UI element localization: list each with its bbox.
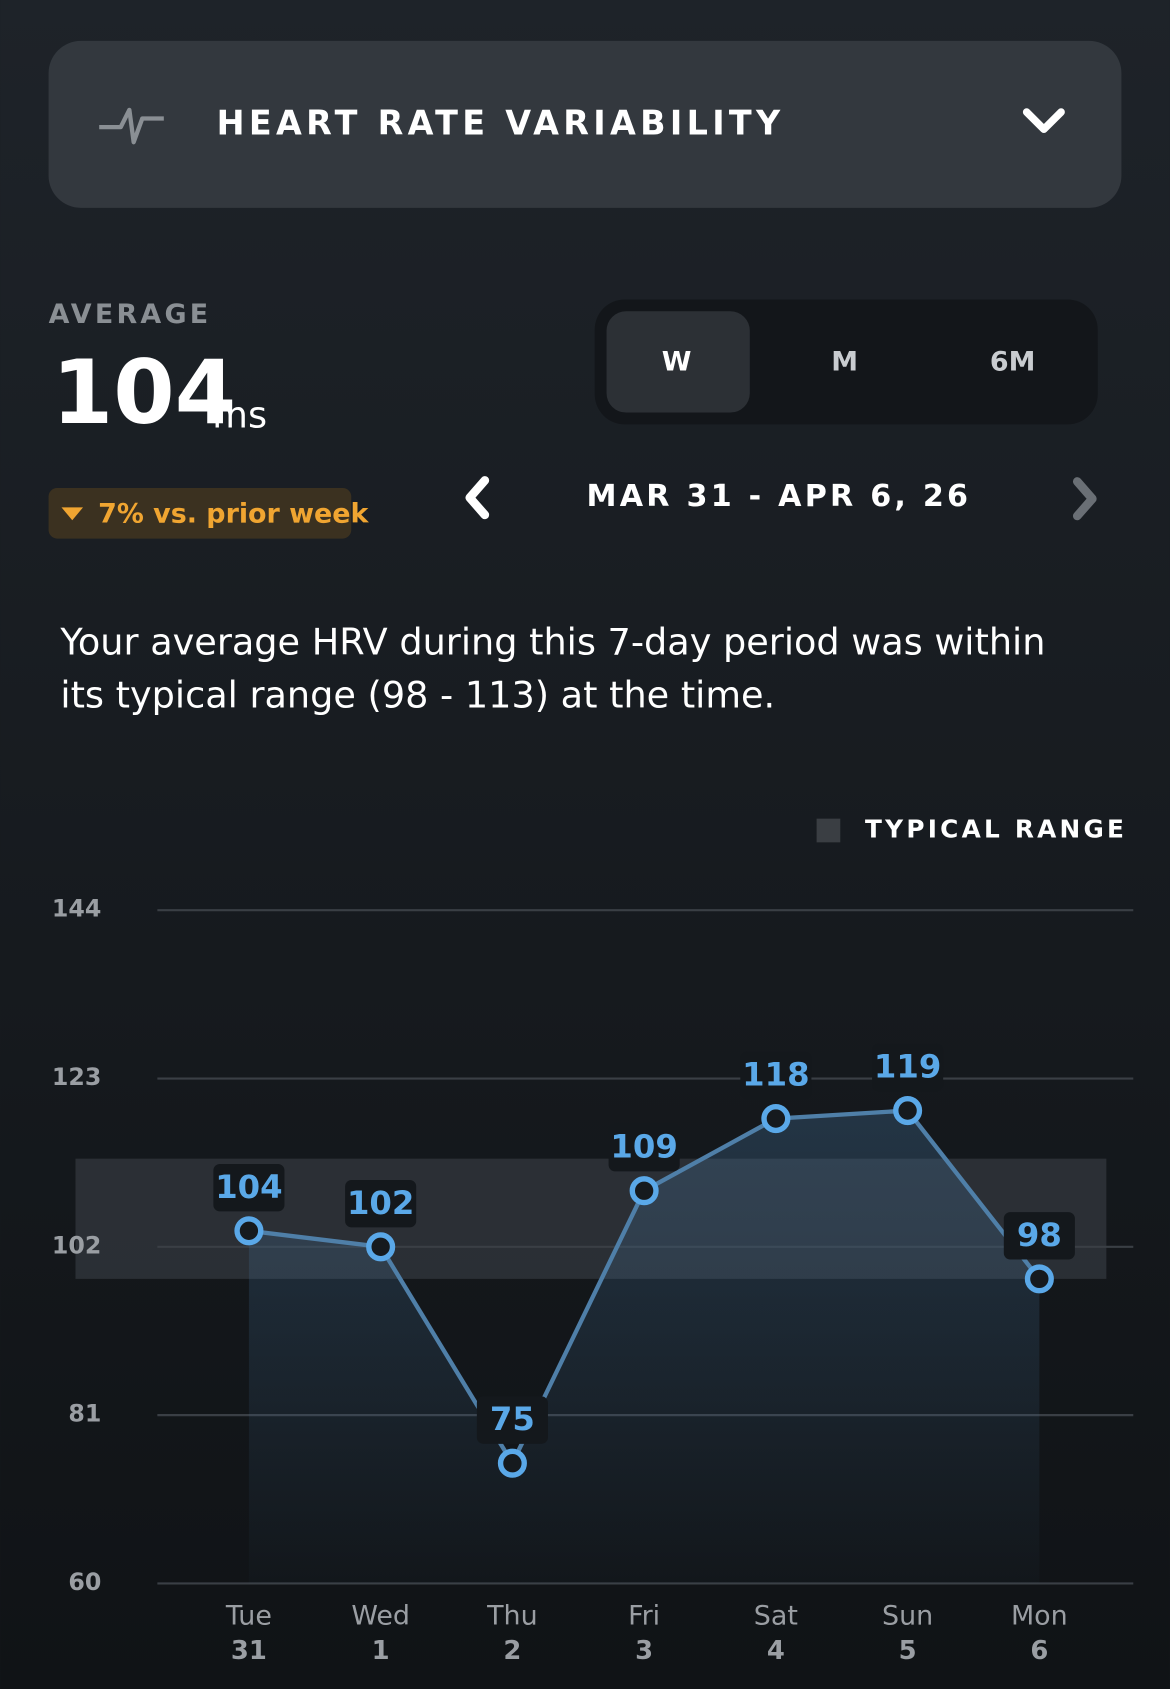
tab-selected[interactable] <box>606 311 750 413</box>
prev-arrow[interactable] <box>465 476 490 520</box>
description-line: Your average HRV during this 7-day perio… <box>59 621 1045 664</box>
x-tick-label: 1 <box>372 1636 390 1666</box>
point <box>629 1176 659 1206</box>
x-tick-label: 6 <box>1030 1636 1048 1666</box>
x-tick-label: 3 <box>635 1636 653 1666</box>
value-label: 118 <box>742 1056 809 1094</box>
y-tick-label: 144 <box>52 895 101 923</box>
average-label: AVERAGE <box>49 299 212 330</box>
x-tick-label: Mon <box>1011 1600 1068 1631</box>
legend-swatch <box>816 818 841 843</box>
date-range: MAR 31 - APR 6, 26 <box>586 479 971 514</box>
x-tick-label: Tue <box>225 1600 272 1631</box>
change-text: 7% vs. prior week <box>98 498 369 529</box>
x-tick-label: 31 <box>231 1636 267 1666</box>
dropdown-box[interactable] <box>48 40 1122 208</box>
area <box>248 1110 1040 1584</box>
value-label-bg <box>872 1043 944 1092</box>
value-label-bg <box>345 1180 417 1228</box>
description-line: its typical range (98 - 113) at the time… <box>60 673 775 716</box>
point <box>497 1448 527 1478</box>
header-title: HEART RATE VARIABILITY <box>217 103 785 142</box>
point <box>893 1096 923 1126</box>
value-label: 109 <box>610 1128 677 1166</box>
x-tick-label: Fri <box>628 1600 660 1631</box>
value-label: 98 <box>1017 1216 1062 1254</box>
change-badge <box>48 487 352 539</box>
tab[interactable]: M <box>831 347 858 378</box>
y-tick-label: 123 <box>52 1063 101 1091</box>
chevron-down[interactable] <box>1022 108 1065 134</box>
metric-dropdown[interactable]: HEART RATE VARIABILITY <box>48 40 1122 208</box>
point <box>234 1216 264 1246</box>
x-tick-label: Wed <box>351 1600 410 1631</box>
point <box>1024 1264 1054 1294</box>
point <box>366 1232 396 1262</box>
value-label-bg <box>740 1051 812 1100</box>
x-tick-label: 2 <box>503 1636 521 1666</box>
y-tick-label: 102 <box>52 1231 101 1259</box>
value-label: 75 <box>490 1400 535 1438</box>
average-unit: ms <box>212 393 267 436</box>
x-tick-label: 5 <box>899 1636 917 1666</box>
value-label: 104 <box>215 1168 282 1206</box>
down-triangle <box>61 507 84 521</box>
tab[interactable]: W <box>662 347 692 378</box>
y-tick-label: 60 <box>68 1568 101 1596</box>
value-label-bg <box>608 1123 680 1172</box>
legend-label: TYPICAL RANGE <box>865 814 1127 843</box>
value-label: 102 <box>347 1184 414 1222</box>
x-tick-label: Sat <box>754 1600 798 1631</box>
point <box>761 1104 791 1134</box>
next-arrow[interactable] <box>1072 477 1097 521</box>
y-tick-label: 81 <box>68 1400 101 1428</box>
hrv-icon <box>99 107 164 145</box>
tab[interactable]: 6M <box>990 347 1035 378</box>
average-value: 104 <box>52 341 236 444</box>
value-label-bg <box>476 1396 548 1444</box>
value-label: 119 <box>874 1048 941 1086</box>
x-tick-label: Sun <box>882 1600 933 1631</box>
value-label-bg <box>213 1164 285 1212</box>
x-tick-label: 4 <box>767 1636 785 1666</box>
value-label-bg <box>1003 1212 1075 1260</box>
x-tick-label: Thu <box>486 1600 538 1631</box>
